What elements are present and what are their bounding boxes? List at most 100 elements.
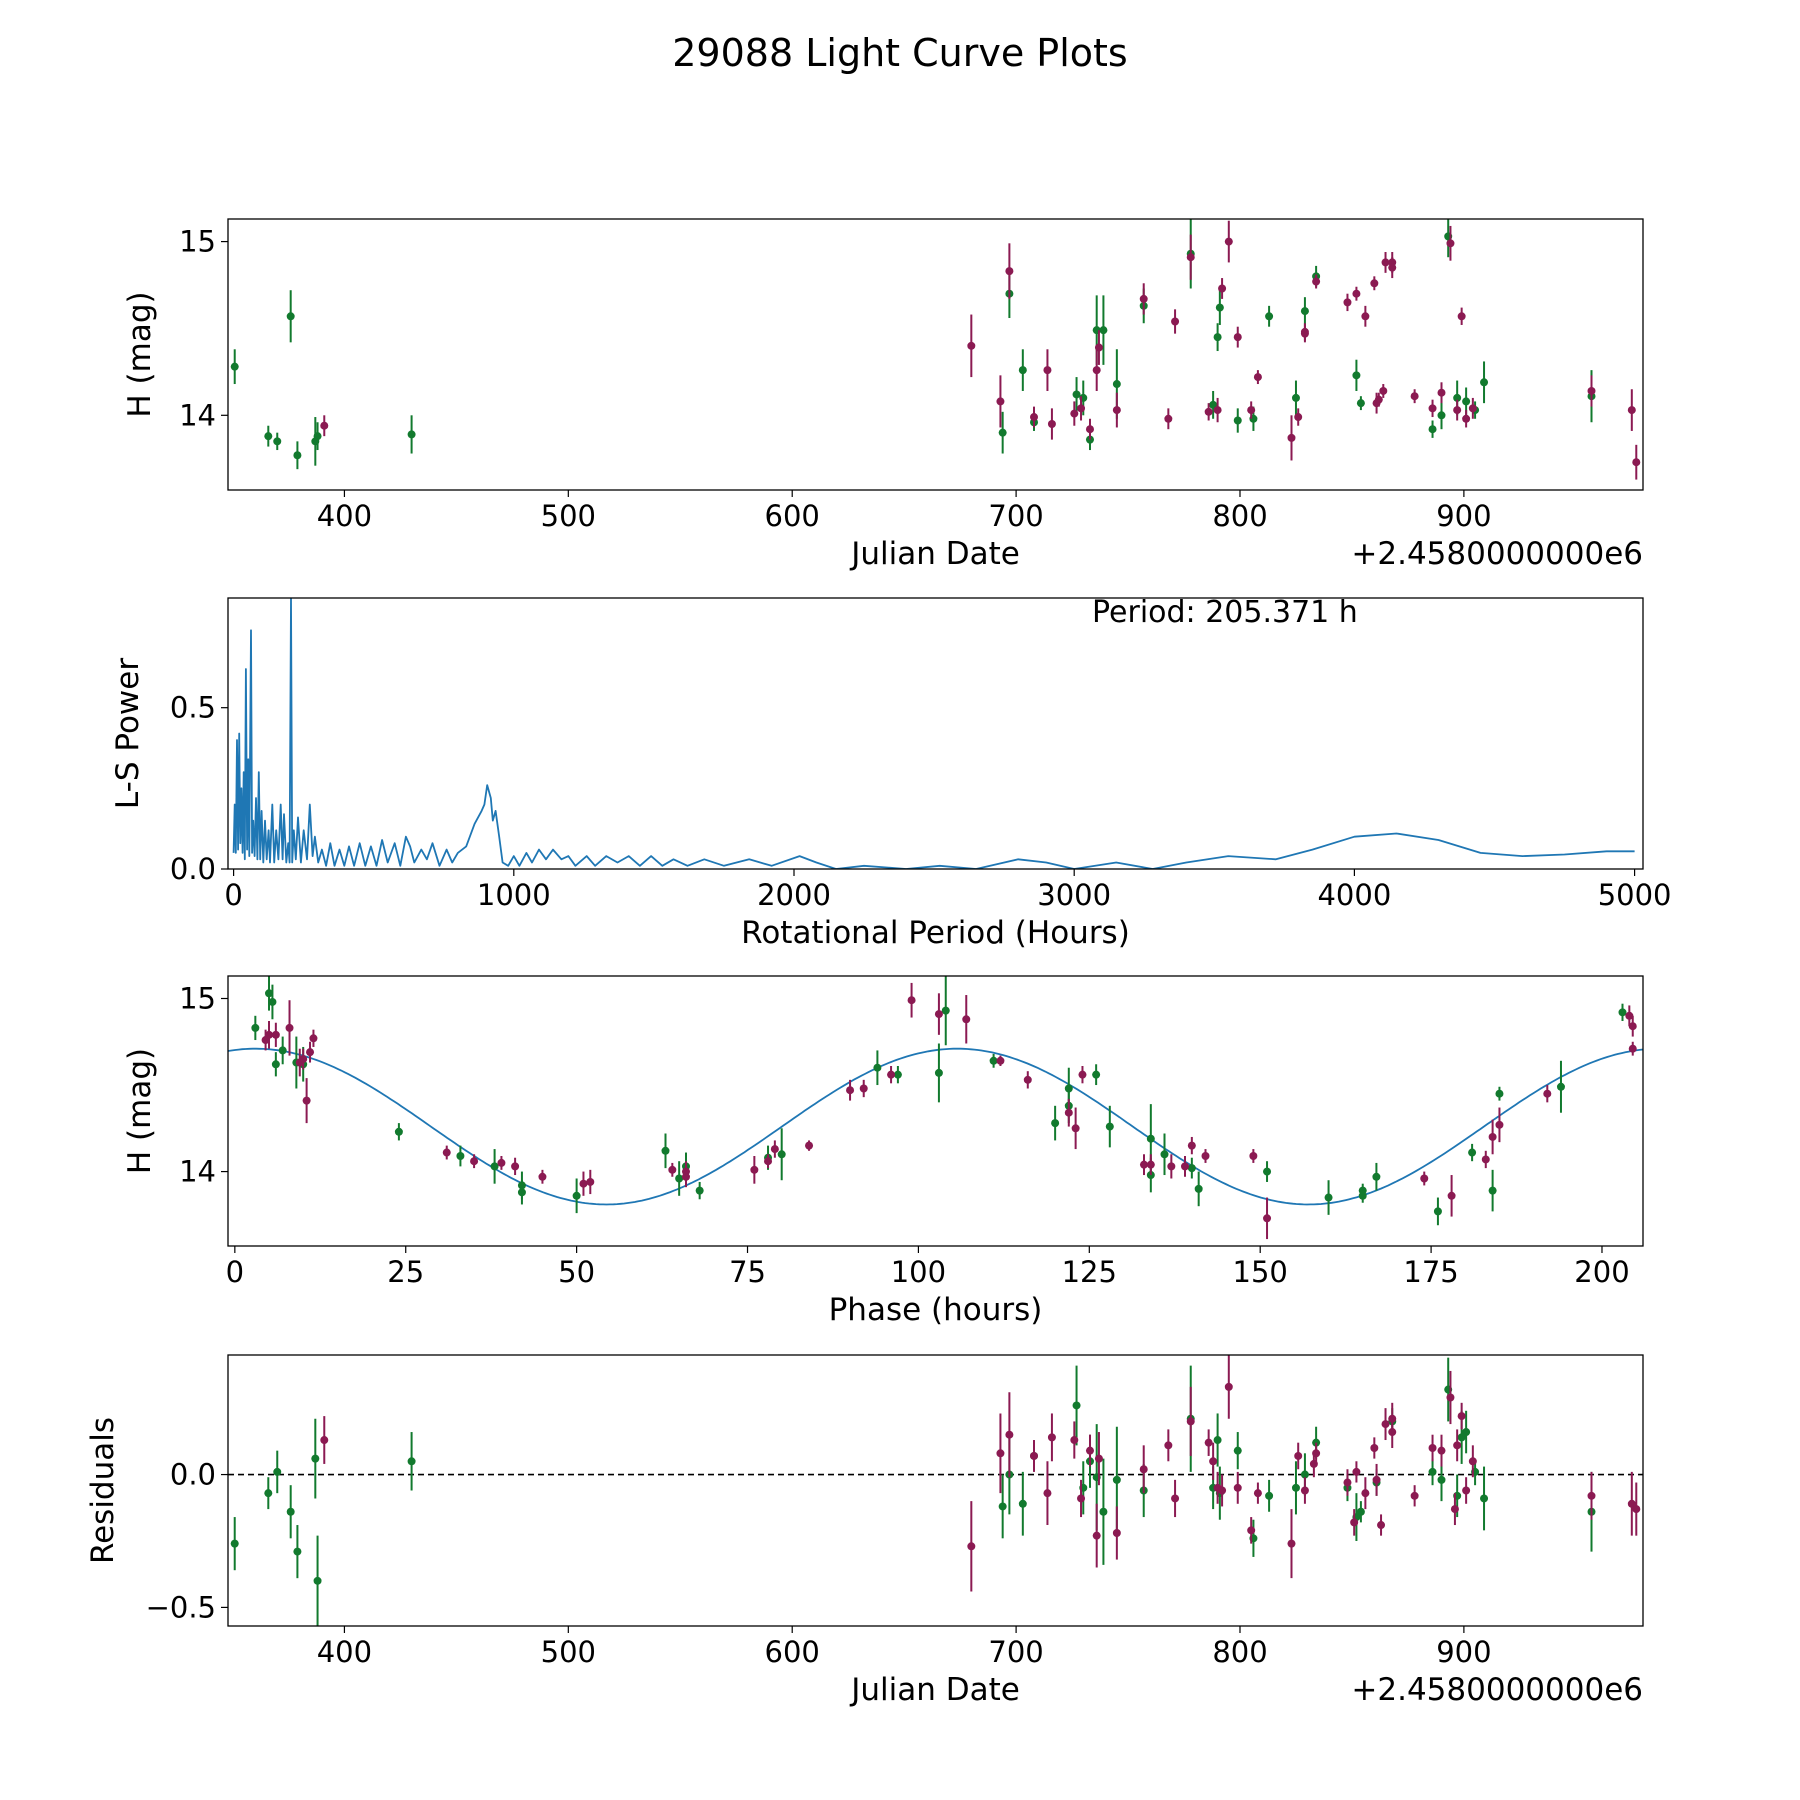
green-data-point xyxy=(1265,312,1274,321)
green-data-point xyxy=(675,1174,684,1183)
purple-data-point xyxy=(320,421,329,430)
purple-data-point xyxy=(309,1034,318,1043)
purple-data-point xyxy=(1437,1446,1446,1455)
x-tick-label: 75 xyxy=(729,1255,766,1289)
green-data-point xyxy=(313,1576,322,1585)
green-data-point xyxy=(311,1454,320,1463)
green-data-point xyxy=(1352,371,1361,380)
y-tick-label: 0.0 xyxy=(170,852,216,886)
purple-data-point xyxy=(1632,458,1641,467)
x-axis-offset-label: +2.4580000000e6 xyxy=(1351,1672,1643,1708)
purple-data-point xyxy=(1204,407,1213,416)
x-tick-label: 600 xyxy=(765,1635,820,1669)
purple-data-point xyxy=(1543,1089,1552,1098)
green-data-point xyxy=(1495,1089,1504,1098)
x-tick-label: 700 xyxy=(988,1635,1043,1669)
x-tick-label: 4000 xyxy=(1317,878,1391,912)
green-data-point xyxy=(1480,378,1489,387)
green-data-point xyxy=(265,989,274,998)
green-data-point xyxy=(873,1063,882,1072)
purple-data-point xyxy=(285,1023,294,1032)
green-data-point xyxy=(1099,326,1108,335)
purple-data-point xyxy=(996,397,1005,406)
purple-data-point xyxy=(967,341,976,350)
x-tick-label: 100 xyxy=(891,1255,946,1289)
purple-data-point xyxy=(1381,258,1390,267)
x-tick-label: 1000 xyxy=(477,878,551,912)
purple-data-point xyxy=(1587,386,1596,395)
green-data-point xyxy=(1265,1491,1274,1500)
green-data-point xyxy=(1428,1467,1437,1476)
purple-data-point xyxy=(750,1165,759,1174)
x-axis-label: Julian Date xyxy=(849,536,1020,572)
green-data-point xyxy=(490,1162,499,1171)
green-data-point xyxy=(1018,1499,1027,1508)
green-data-point xyxy=(661,1146,670,1155)
purple-data-point xyxy=(1343,298,1352,307)
green-data-point xyxy=(1018,366,1027,375)
purple-data-point xyxy=(996,1056,1005,1065)
y-tick-label: 0.5 xyxy=(170,691,216,725)
x-tick-label: 900 xyxy=(1436,499,1491,533)
purple-data-point xyxy=(538,1172,547,1181)
purple-data-point xyxy=(1218,1486,1227,1495)
green-data-point xyxy=(407,430,416,439)
purple-data-point xyxy=(1201,1152,1210,1160)
green-data-point xyxy=(394,1127,403,1136)
plot-area xyxy=(230,219,1641,480)
purple-data-point xyxy=(1077,404,1086,413)
purple-data-point xyxy=(299,1055,308,1064)
purple-data-point xyxy=(1085,1446,1094,1455)
purple-data-point xyxy=(1043,366,1052,375)
x-tick-label: 50 xyxy=(558,1255,595,1289)
purple-data-point xyxy=(1428,404,1437,413)
green-data-point xyxy=(1291,1483,1300,1492)
x-axis-label: Julian Date xyxy=(849,1672,1020,1708)
x-tick-label: 25 xyxy=(387,1255,424,1289)
purple-data-point xyxy=(1247,406,1256,415)
purple-data-point xyxy=(586,1177,595,1186)
purple-data-point xyxy=(1171,1494,1180,1503)
purple-data-point xyxy=(1312,1449,1321,1458)
purple-data-point xyxy=(1070,409,1079,418)
purple-data-point xyxy=(1372,1475,1381,1484)
purple-data-point xyxy=(1047,1433,1056,1442)
x-axis-offset-label: +2.4580000000e6 xyxy=(1351,536,1643,572)
green-data-point xyxy=(1099,1507,1108,1516)
green-data-point xyxy=(293,451,302,460)
purple-data-point xyxy=(442,1148,451,1157)
green-data-point xyxy=(268,997,277,1006)
green-data-point xyxy=(1324,1193,1333,1202)
purple-data-point xyxy=(1209,1457,1218,1466)
green-data-point xyxy=(1092,1070,1101,1079)
purple-data-point xyxy=(967,1542,976,1551)
periodogram-line xyxy=(232,598,1635,869)
purple-data-point xyxy=(1171,317,1180,326)
residuals-panel: 400 500 600 700 800 900 −0.5 0.0 Julian Date Resi… xyxy=(85,1354,1644,1708)
purple-data-point xyxy=(1005,1430,1014,1439)
axes-frame xyxy=(227,597,1644,870)
x-tick-label: 400 xyxy=(317,1635,372,1669)
purple-data-point xyxy=(1370,279,1379,288)
figure-title: 29088 Light Curve Plots xyxy=(672,31,1127,75)
x-tick-label: 500 xyxy=(541,1635,596,1669)
green-data-point xyxy=(271,1060,280,1069)
green-data-point xyxy=(278,1046,287,1055)
y-tick-label: 0.0 xyxy=(170,1458,216,1492)
purple-data-point xyxy=(1023,1075,1032,1084)
y-axis-label: Residuals xyxy=(85,1417,121,1564)
purple-data-point xyxy=(1447,1191,1456,1200)
green-data-point xyxy=(230,1539,239,1548)
purple-data-point xyxy=(1312,277,1321,286)
purple-data-point xyxy=(1094,1454,1103,1463)
x-tick-label: 400 xyxy=(317,499,372,533)
x-tick-label: 150 xyxy=(1233,1255,1288,1289)
purple-data-point xyxy=(1410,1491,1419,1500)
purple-data-point xyxy=(1167,1162,1176,1171)
green-data-point xyxy=(1453,393,1462,402)
purple-data-point xyxy=(1064,1108,1073,1117)
green-data-point xyxy=(1618,1008,1627,1017)
purple-data-point xyxy=(1224,1382,1233,1391)
plot-area xyxy=(228,976,1643,1240)
